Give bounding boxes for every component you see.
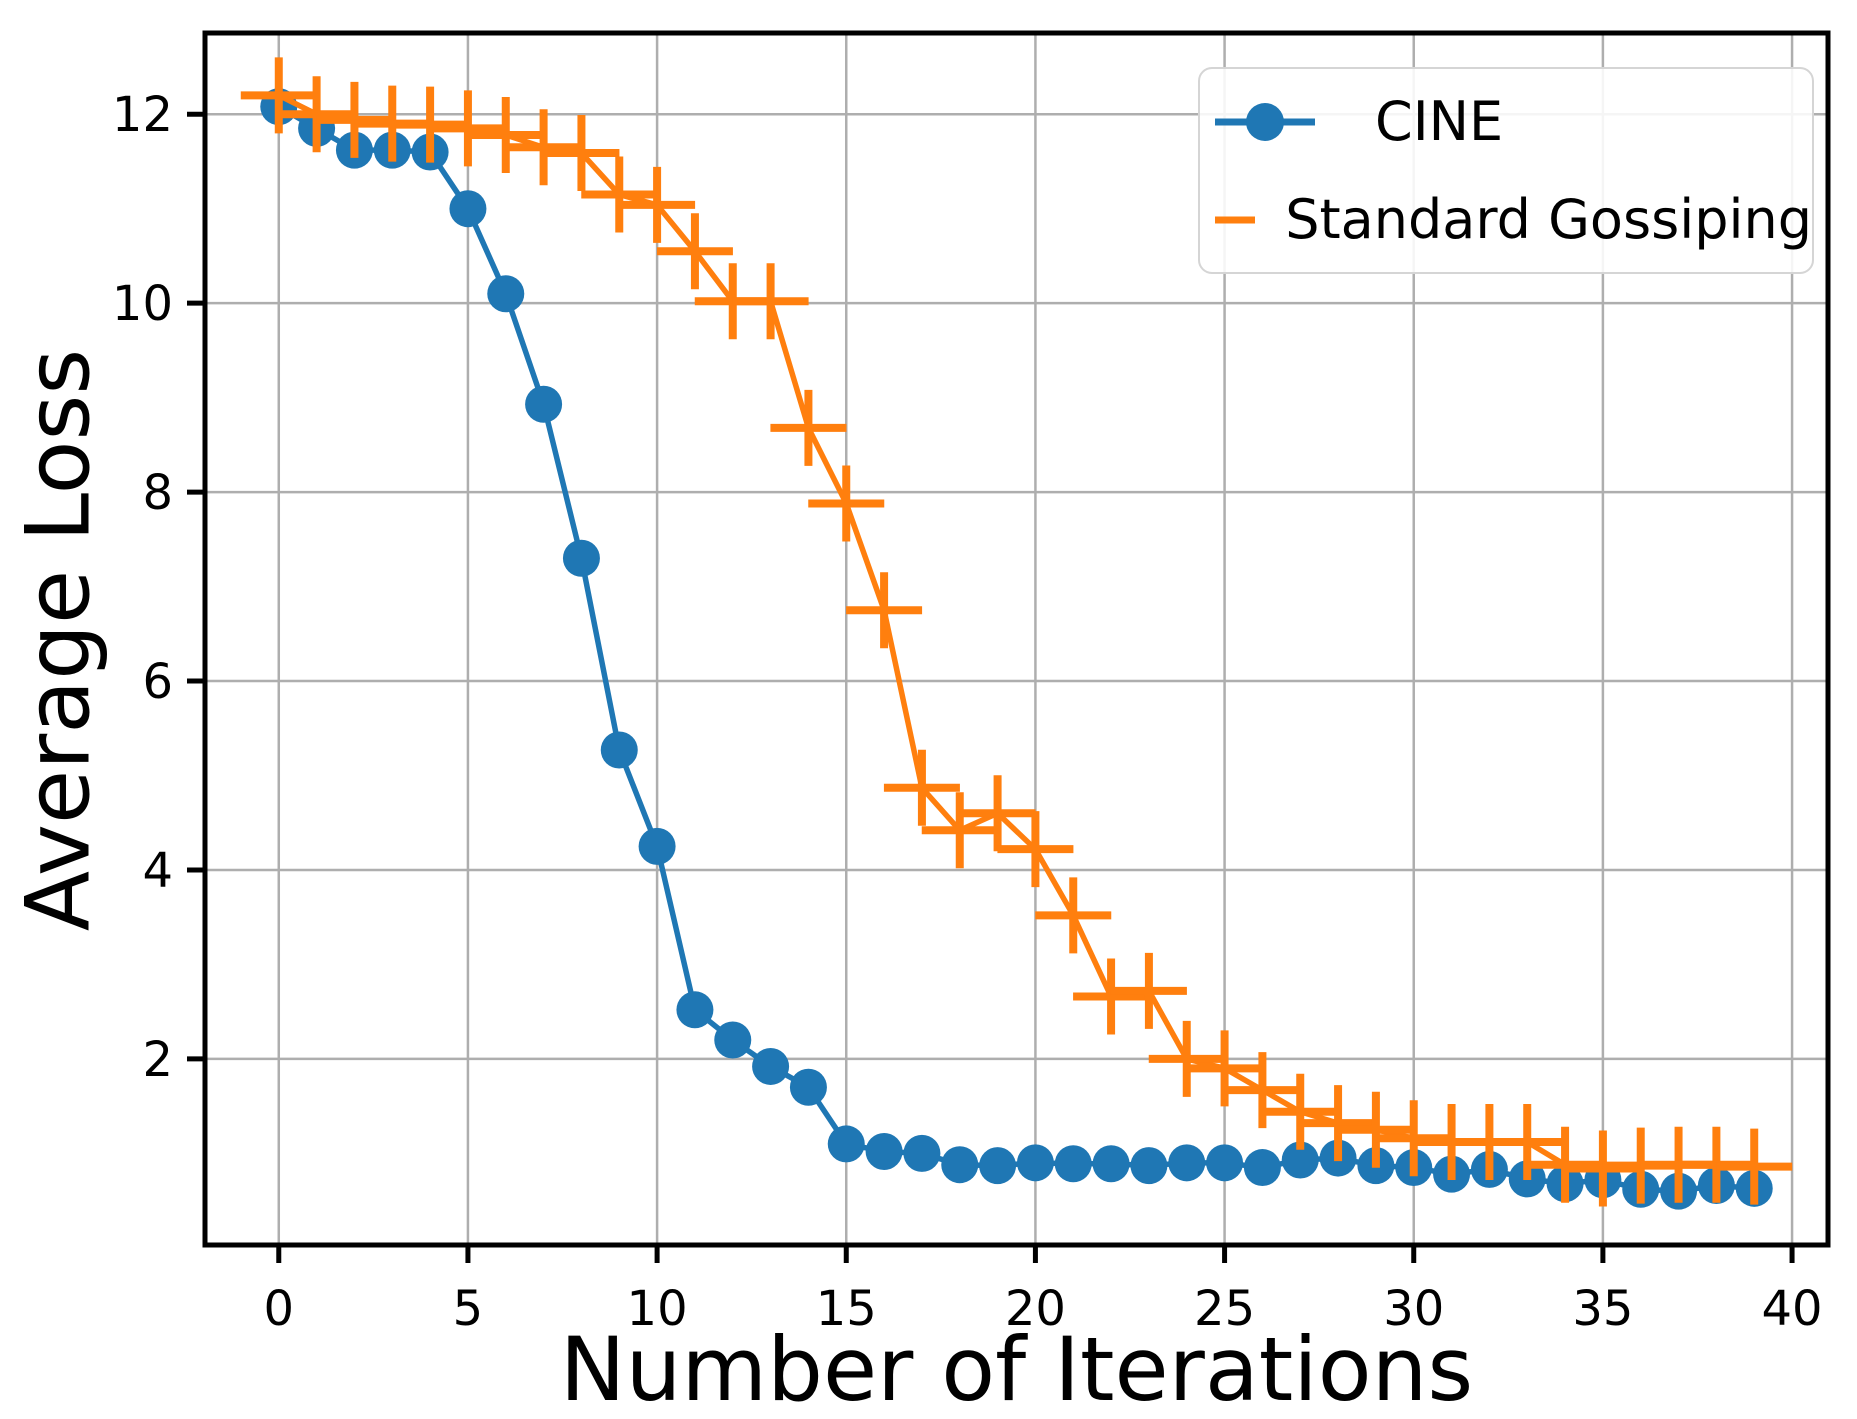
x-tick-label: 10 [627,1281,688,1337]
x-tick-label: 35 [1572,1281,1633,1337]
data-point-cine [903,1134,941,1172]
x-tick-label: 5 [453,1281,484,1337]
data-point-standard-gossiping [921,792,998,869]
data-point-cine [941,1146,979,1184]
data-point-cine [1243,1149,1281,1187]
data-point-cine [865,1132,903,1170]
data-point-cine [562,539,600,577]
data-point-cine [979,1147,1017,1185]
data-point-cine [1092,1145,1130,1183]
y-axis-label: Average Loss [6,348,110,932]
data-point-cine [449,190,487,228]
data-point-standard-gossiping [1110,952,1187,1029]
data-point-standard-gossiping [467,97,544,174]
data-point-cine [1281,1141,1319,1179]
data-point-standard-gossiping [1716,1128,1793,1205]
data-point-cine [676,991,714,1029]
plus-marker-icon [1215,216,1256,223]
y-tick-label: 10 [112,276,173,332]
data-point-standard-gossiping [808,465,885,542]
data-point-standard-gossiping [429,90,506,167]
data-point-standard-gossiping [619,166,696,243]
y-tick-label: 6 [142,654,173,710]
legend: CINE Standard Gossiping [1198,67,1814,274]
x-tick-label: 15 [816,1281,877,1337]
data-point-cine [714,1021,752,1059]
series-line-cine [277,104,1755,1194]
data-point-cine [1016,1144,1054,1182]
data-point-standard-gossiping [883,749,960,826]
legend-label-cine: CINE [1375,89,1504,153]
y-tick-label: 8 [142,465,173,521]
data-point-standard-gossiping [959,775,1036,852]
x-tick-label: 25 [1194,1281,1255,1337]
data-point-standard-gossiping [1337,1091,1414,1168]
x-tick-label: 40 [1762,1281,1823,1337]
legend-item-standard-gossiping: Standard Gossiping [1213,180,1812,260]
circle-marker-icon [1215,102,1315,141]
data-point-standard-gossiping [581,156,658,233]
axes-border [202,30,1831,1248]
data-point-standard-gossiping [997,811,1074,888]
legend-circle-sample [1246,102,1284,141]
x-axis-label: Number of Iterations [559,1318,1474,1419]
data-point-standard-gossiping [1073,958,1150,1035]
data-point-standard-gossiping [1300,1085,1377,1162]
data-point-standard-gossiping [770,389,847,466]
y-tick-label: 4 [142,843,173,899]
y-tick-label: 12 [112,87,173,143]
data-point-standard-gossiping [656,213,733,290]
data-point-cine [789,1068,827,1106]
data-point-standard-gossiping [1224,1052,1301,1129]
data-point-standard-gossiping [1186,1030,1263,1107]
x-tick-label: 0 [263,1281,294,1337]
data-point-standard-gossiping [278,76,355,153]
data-point-cine [525,385,563,423]
legend-item-cine: CINE [1213,82,1812,162]
data-point-cine [1206,1144,1244,1182]
data-point-cine [1168,1144,1206,1182]
data-point-cine [1130,1147,1168,1185]
data-point-cine [600,731,638,769]
data-point-standard-gossiping [543,114,620,191]
data-point-cine [1054,1145,1092,1183]
x-tick-label: 20 [1005,1281,1066,1337]
data-point-cine [638,827,676,865]
data-point-standard-gossiping [1035,877,1112,954]
data-point-standard-gossiping [846,572,923,649]
data-point-standard-gossiping [732,263,809,340]
data-point-standard-gossiping [1262,1073,1339,1150]
x-tick-label: 30 [1383,1281,1444,1337]
y-tick-label: 2 [142,1032,173,1088]
legend-label-standard-gossiping: Standard Gossiping [1285,187,1812,251]
data-point-cine [487,275,525,313]
data-point-standard-gossiping [505,109,582,186]
data-point-standard-gossiping [1148,1020,1225,1097]
data-point-cine [827,1125,865,1163]
data-point-standard-gossiping [240,57,317,134]
data-point-cine [752,1047,790,1085]
